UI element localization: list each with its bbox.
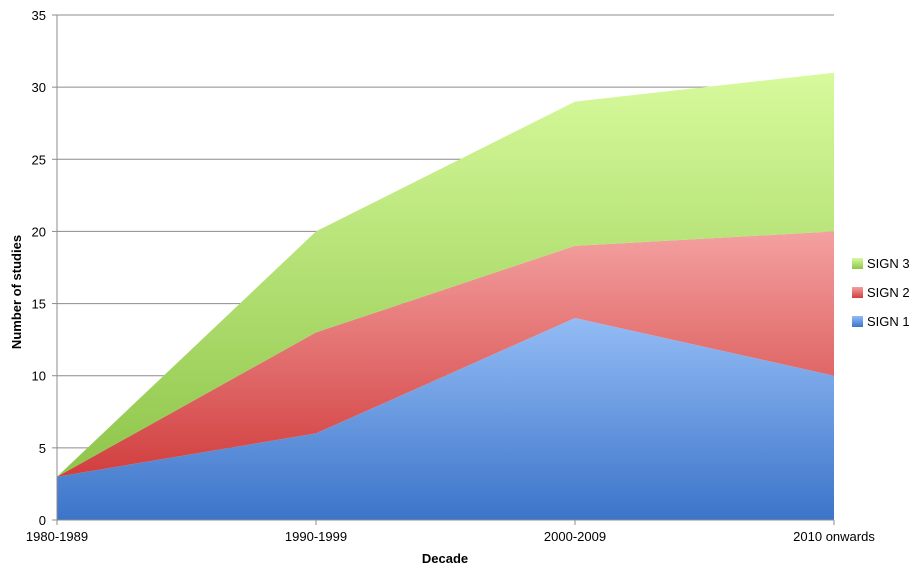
- x-tick-label: 1980-1989: [26, 529, 88, 544]
- y-tick-label: 20: [32, 224, 46, 239]
- x-tick-label: 2010 onwards: [793, 529, 875, 544]
- y-tick-label: 35: [32, 8, 46, 23]
- legend-label: SIGN 2: [867, 285, 910, 300]
- area-sign-1: [57, 318, 834, 520]
- legend-label: SIGN 3: [867, 256, 910, 271]
- data-areas: [57, 72, 834, 520]
- area-sign-2: [57, 231, 834, 477]
- y-axis-title: Number of studies: [9, 235, 24, 349]
- y-tick-label: 0: [39, 513, 46, 528]
- axes: [56, 15, 834, 521]
- legend-swatch: [852, 287, 863, 298]
- x-axis-title: Decade: [422, 551, 468, 566]
- x-axis-ticks: 1980-1989 1990-1999 2000-2009 2010 onwards: [26, 520, 875, 544]
- y-tick-label: 5: [39, 441, 46, 456]
- y-tick-label: 15: [32, 297, 46, 312]
- legend-label: SIGN 1: [867, 314, 910, 329]
- y-tick-label: 30: [32, 80, 46, 95]
- legend-swatch: [852, 258, 863, 269]
- x-tick-label: 2000-2009: [544, 529, 606, 544]
- x-tick-label: 1990-1999: [285, 529, 347, 544]
- legend: SIGN 3 SIGN 2 SIGN 1: [852, 256, 910, 329]
- y-tick-label: 25: [32, 152, 46, 167]
- legend-swatch: [852, 316, 863, 327]
- area-sign-3: [57, 72, 834, 477]
- y-axis-ticks: 0 5 10 15 20 25 30 35: [32, 8, 57, 528]
- y-tick-label: 10: [32, 369, 46, 384]
